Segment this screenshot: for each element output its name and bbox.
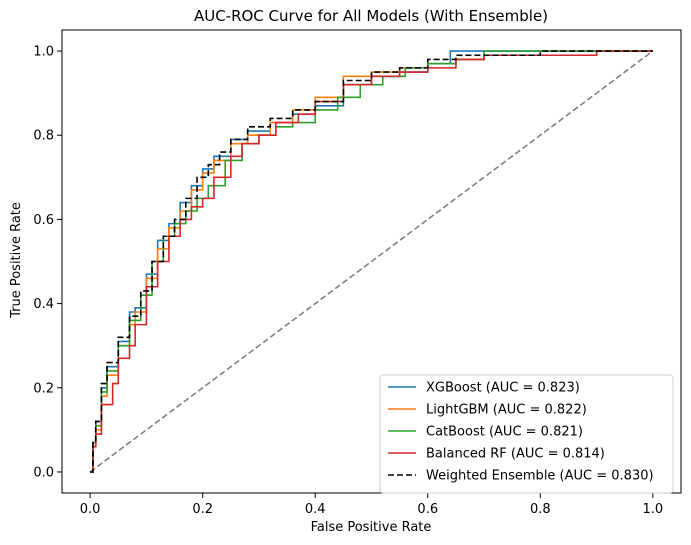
x-tick-label: 1.0 [643, 502, 664, 517]
legend-label: CatBoost (AUC = 0.821) [426, 425, 583, 440]
y-axis-ticks: 0.0 0.2 0.4 0.6 0.8 1.0 [33, 45, 62, 480]
y-tick-label: 0.4 [33, 297, 54, 312]
x-tick-label: 0.2 [192, 502, 213, 517]
y-tick-label: 0.2 [33, 381, 54, 396]
y-tick-label: 1.0 [33, 45, 54, 60]
legend-box [379, 374, 674, 494]
legend-label: Weighted Ensemble (AUC = 0.830) [426, 469, 654, 484]
legend-label: XGBoost (AUC = 0.823) [426, 381, 580, 396]
roc-series-line-3 [90, 50, 653, 473]
x-tick-label: 0.6 [417, 502, 438, 517]
x-tick-label: 0.8 [530, 502, 551, 517]
plot-area [89, 50, 654, 473]
x-tick-label: 0.0 [80, 502, 101, 517]
legend-label: Balanced RF (AUC = 0.814) [426, 447, 605, 462]
roc-series-line-4 [90, 50, 653, 473]
y-tick-label: 0.0 [33, 465, 54, 480]
chart-title: AUC-ROC Curve for All Models (With Ensem… [194, 7, 548, 25]
x-axis-label: False Positive Rate [311, 520, 432, 535]
chance-baseline-line [89, 50, 654, 473]
legend: XGBoost (AUC = 0.823) LightGBM (AUC = 0.8… [379, 374, 674, 494]
legend-label: LightGBM (AUC = 0.822) [426, 403, 587, 418]
x-tick-label: 0.4 [305, 502, 326, 517]
y-axis-label: True Positive Rate [9, 202, 24, 319]
y-tick-label: 0.8 [33, 129, 54, 144]
x-axis-ticks: 0.0 0.2 0.4 0.6 0.8 1.0 [80, 493, 663, 517]
plot-frame [61, 29, 682, 494]
y-tick-label: 0.6 [33, 213, 54, 228]
